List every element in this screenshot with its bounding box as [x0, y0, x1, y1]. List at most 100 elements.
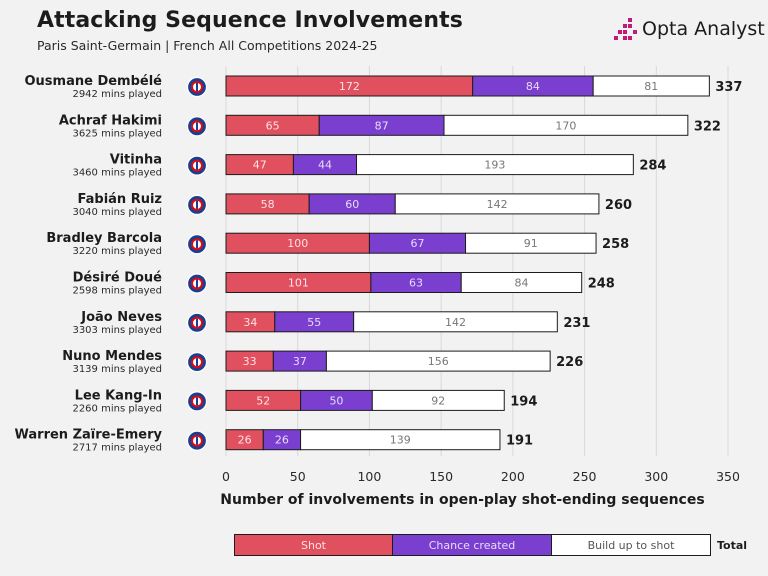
legend-total: Total: [717, 538, 748, 552]
bar-value-label: 44: [318, 159, 332, 172]
bar-segment: [356, 154, 634, 176]
legend-chance-created: Chance created: [393, 534, 552, 556]
bar-value-label: 92: [431, 394, 445, 407]
brand-logo: Opta Analyst: [614, 16, 765, 44]
legend: Shot Chance created Build up to shot Tot…: [234, 533, 747, 557]
total-label: 226: [556, 355, 583, 370]
bar-value-label: 67: [410, 237, 424, 250]
minutes-played: 2260 mins played: [72, 403, 162, 414]
player-name: Lee Kang-In: [75, 388, 162, 403]
total-label: 337: [715, 80, 742, 95]
minutes-played: 3460 mins played: [72, 168, 162, 179]
x-tick-label: 300: [644, 469, 668, 484]
minutes-played: 3625 mins played: [72, 128, 162, 139]
chart-title: Attacking Sequence Involvements: [37, 8, 463, 33]
bar-value-label: 55: [307, 316, 321, 329]
club-badge-tower: [196, 358, 198, 367]
bar-segment: [353, 311, 558, 333]
minutes-played: 3220 mins played: [72, 246, 162, 257]
minutes-played: 2942 mins played: [72, 89, 162, 100]
total-label: 322: [694, 119, 721, 134]
minutes-played: 3040 mins played: [72, 207, 162, 218]
player-name: Nuno Mendes: [62, 349, 162, 364]
bar-segment: [460, 272, 583, 293]
opta-logo-icon: [614, 18, 637, 40]
bar-value-label: 37: [293, 355, 307, 368]
player-name: João Neves: [80, 310, 162, 325]
bar-value-label: 81: [644, 80, 658, 93]
x-tick-label: 200: [501, 469, 525, 484]
player-name: Achraf Hakimi: [59, 113, 162, 128]
minutes-played: 3303 mins played: [72, 325, 162, 336]
bar-value-label: 142: [487, 198, 508, 211]
bar-segment: [300, 429, 501, 451]
x-tick-label: 150: [429, 469, 453, 484]
bar-segment: [592, 75, 710, 97]
total-label: 231: [563, 316, 590, 331]
bar-value-label: 84: [514, 277, 528, 290]
x-tick-label: 350: [716, 469, 740, 484]
bar-value-label: 172: [339, 80, 360, 93]
total-label: 191: [506, 434, 533, 449]
club-badge-tower: [196, 397, 198, 406]
total-label: 284: [639, 159, 666, 174]
player-name: Fabián Ruiz: [78, 192, 163, 207]
bar-value-label: 47: [253, 159, 267, 172]
total-label: 258: [602, 237, 629, 252]
x-tick-label: 100: [357, 469, 381, 484]
bar-value-label: 170: [555, 119, 576, 132]
bar-value-label: 156: [428, 355, 449, 368]
legend-build-up: Build up to shot: [552, 534, 711, 556]
club-badge-tower: [196, 436, 198, 445]
club-badge-tower: [196, 279, 198, 288]
bar-value-label: 84: [526, 80, 540, 93]
bar-value-label: 193: [484, 159, 505, 172]
club-badge-tower: [196, 122, 198, 131]
bar-segment: [443, 114, 689, 136]
club-badge-tower: [196, 200, 198, 209]
club-badge-tower: [196, 161, 198, 170]
player-name: Warren Zaïre-Emery: [15, 428, 163, 443]
bar-value-label: 58: [261, 198, 275, 211]
minutes-played: 3139 mins played: [72, 364, 162, 375]
player-name: Bradley Barcola: [46, 231, 162, 246]
bar-segment: [394, 193, 600, 215]
bar-value-label: 26: [275, 434, 289, 447]
player-name: Ousmane Dembélé: [24, 74, 162, 89]
player-name: Désiré Doué: [73, 271, 163, 286]
stacked-bar-chart: 0 50 100 150 200 250 300 350 Ousmane Dembélé2942…: [15, 66, 742, 484]
bar-segment: [465, 232, 597, 254]
player-name: Vitinha: [110, 153, 162, 168]
club-badge-tower: [196, 83, 198, 91]
x-tick-label: 50: [290, 469, 306, 484]
bar-value-label: 63: [409, 277, 423, 290]
total-label: 260: [605, 198, 632, 213]
bar-segment: [325, 350, 551, 372]
total-label: 248: [588, 277, 615, 292]
bar-value-label: 87: [375, 119, 389, 132]
bar-value-label: 52: [256, 394, 270, 407]
minutes-played: 2717 mins played: [72, 443, 162, 454]
brand-name: Opta Analyst: [642, 18, 765, 40]
bar-value-label: 60: [345, 198, 359, 211]
x-tick-label: 0: [222, 469, 230, 484]
bar-value-label: 101: [288, 277, 309, 290]
bar-value-label: 91: [524, 237, 538, 250]
legend-shot: Shot: [234, 534, 393, 556]
x-tick-label: 250: [573, 469, 597, 484]
bar-value-label: 142: [445, 316, 466, 329]
bar-value-label: 100: [287, 237, 308, 250]
bar-value-label: 26: [238, 434, 252, 447]
bar-value-label: 33: [243, 355, 257, 368]
minutes-played: 2598 mins played: [72, 286, 162, 297]
x-axis-title: Number of involvements in open-play shot…: [220, 492, 705, 508]
bar-value-label: 139: [390, 434, 411, 447]
bar-value-label: 50: [329, 394, 343, 407]
bar-segment: [371, 389, 505, 411]
club-badge-tower: [196, 318, 198, 327]
chart-subtitle: Paris Saint-Germain | French All Competi…: [37, 38, 378, 53]
total-label: 194: [510, 394, 537, 409]
bar-value-label: 65: [266, 119, 280, 132]
club-badge-tower: [196, 240, 198, 249]
bar-value-label: 34: [243, 316, 257, 329]
